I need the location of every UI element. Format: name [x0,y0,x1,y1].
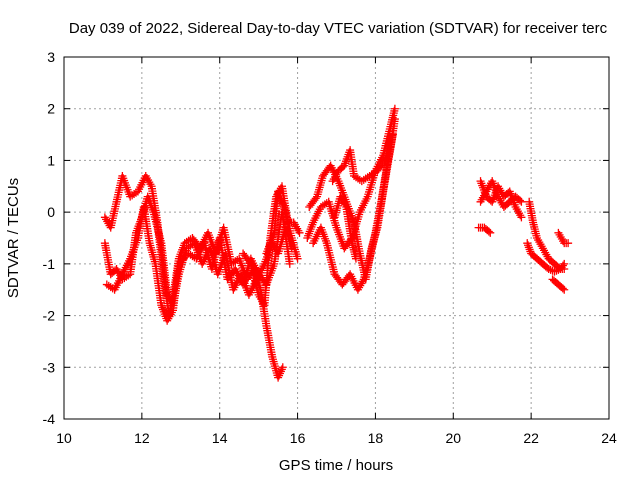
plot-frame [63,56,610,420]
x-axis: 10 12 14 16 18 20 22 24 [56,57,617,446]
data-point [550,267,559,276]
data-point [311,194,320,203]
data-point [390,115,399,124]
y-tick-label: -3 [43,359,56,375]
y-tick-label: 2 [47,101,55,117]
data-point [293,254,302,263]
y-tick-label: 1 [47,152,55,168]
y-axis-label: SDTVAR / TECUs [5,178,22,298]
x-tick-label: 18 [368,430,384,446]
data-point [558,284,567,293]
chart-title: Day 039 of 2022, Sidereal Day-to-day VTE… [69,20,608,37]
x-tick-label: 16 [290,430,306,446]
y-axis: -4 -3 -2 -1 0 1 2 3 [43,49,609,427]
y-tick-label: -2 [43,308,56,324]
data-point [278,363,287,372]
x-tick-label: 10 [56,430,72,446]
data-point [486,228,495,237]
x-tick-label: 12 [134,430,150,446]
data-point [560,259,569,268]
data-point [387,135,395,144]
data-point [245,258,254,267]
data-point [295,228,304,237]
x-axis-label: GPS time / hours [279,457,393,474]
data-point [544,265,553,274]
data-point [351,254,360,263]
y-tick-label: -4 [43,411,56,427]
y-tick-label: -1 [43,256,56,272]
x-tick-label: 24 [601,430,617,446]
data-point [388,130,397,139]
data-point [515,196,524,205]
data-point [390,104,399,113]
x-tick-label: 20 [445,430,461,446]
data-point [560,285,569,294]
y-tick-label: 3 [47,49,55,65]
data-point [546,265,555,274]
data-point [285,259,294,268]
data-point [558,261,567,270]
data-points [100,104,573,382]
data-point [484,227,493,236]
data-point [517,197,526,206]
data-point [379,158,388,167]
data-point [564,239,573,248]
data-point [517,213,526,222]
y-tick-label: 0 [47,204,55,220]
x-tick-label: 22 [523,430,539,446]
x-tick-label: 14 [212,430,228,446]
